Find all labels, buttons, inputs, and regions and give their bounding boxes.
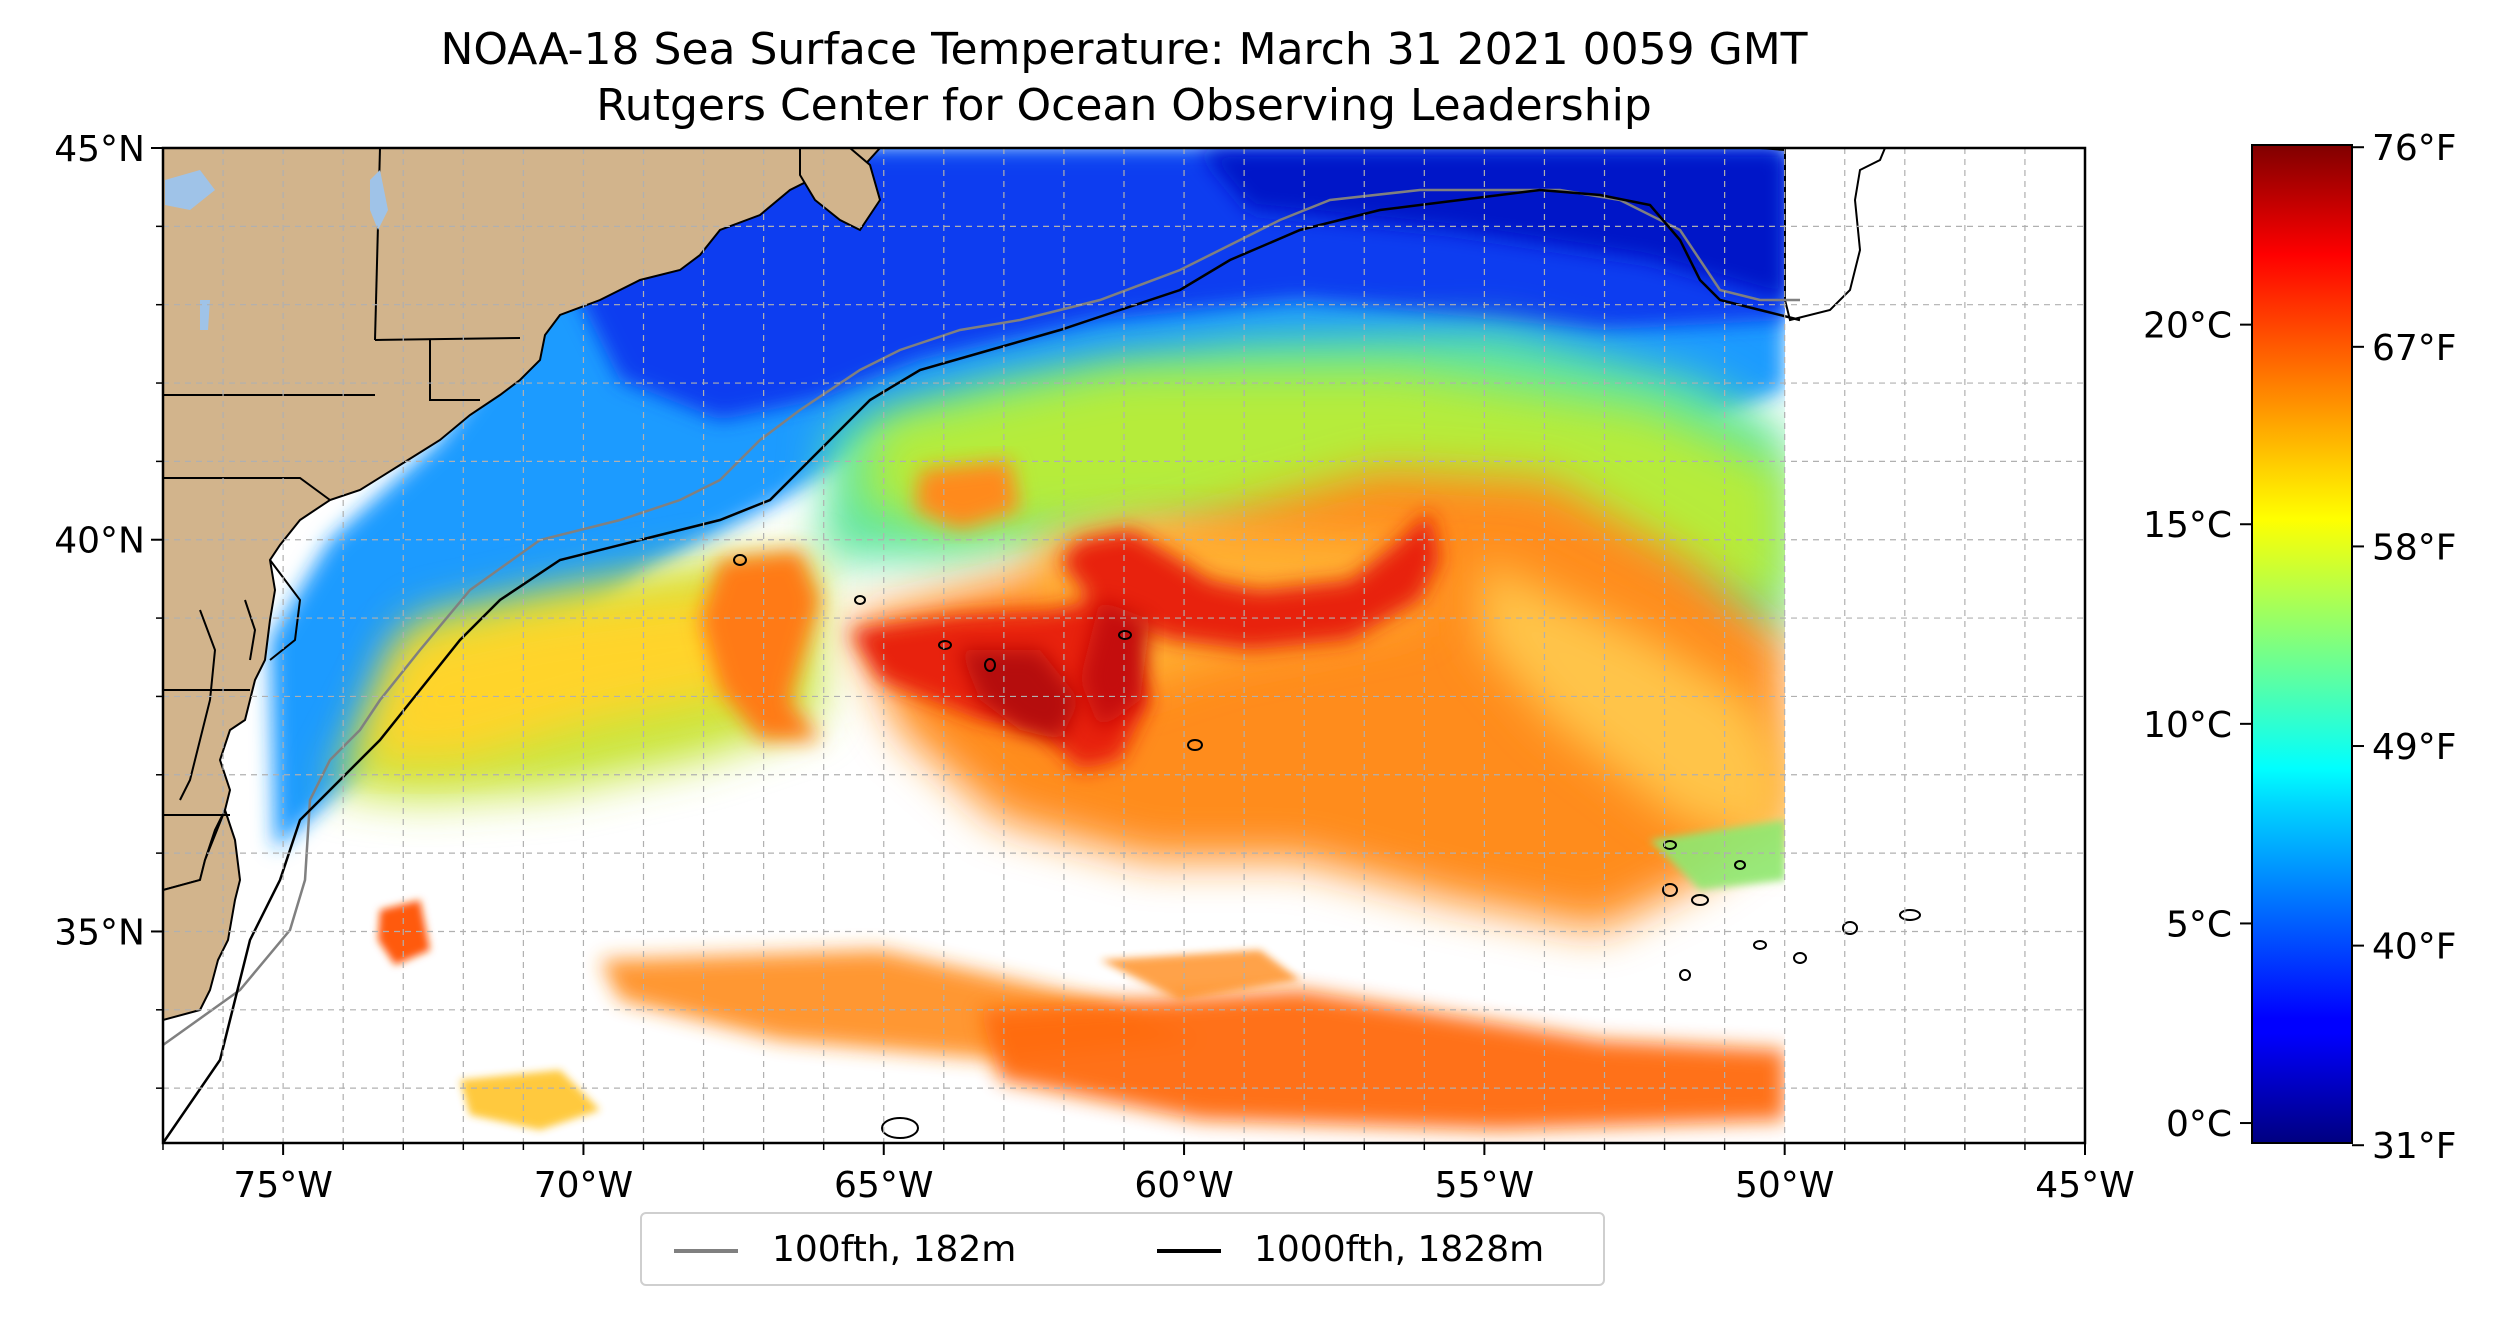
x-tick-label: 70°W: [534, 1165, 633, 1206]
y-tick-label: 40°N: [54, 521, 145, 562]
isobath-legend: 100fth, 182m 1000fth, 1828m: [640, 1212, 1605, 1286]
y-tick-label: 45°N: [54, 129, 145, 170]
x-tick-label: 60°W: [1134, 1165, 1233, 1206]
seamount-contours: [733, 554, 1921, 1139]
x-tick-label: 75°W: [233, 1165, 332, 1206]
no-data-region: [1785, 148, 2085, 1143]
legend-label-1000fth: 1000fth, 1828m: [1254, 1229, 1545, 1270]
gridlines: [163, 148, 2085, 1143]
legend-label-100fth: 100fth, 182m: [772, 1229, 1017, 1270]
x-tick-label: 50°W: [1735, 1165, 1834, 1206]
map-title: NOAA-18 Sea Surface Temperature: March 3…: [440, 24, 1808, 75]
legend-swatch-100fth: [674, 1249, 738, 1253]
x-tick-label: 45°W: [2035, 1165, 2134, 1206]
y-tick-label: 35°N: [54, 912, 145, 953]
legend-swatch-1000fth: [1157, 1249, 1221, 1253]
isobath-100fth: [163, 188, 1800, 1047]
x-tick-label: 55°W: [1435, 1165, 1534, 1206]
isobath-1000fth: [163, 188, 1801, 1143]
map-subtitle: Rutgers Center for Ocean Observing Leade…: [596, 80, 1652, 131]
map-axes: 75°W 70°W 65°W 60°W 55°W 50°W 45°W 45°N 40°N 35°N: [54, 129, 2134, 1206]
land-mass: [163, 148, 1887, 1022]
x-tick-label: 65°W: [834, 1165, 933, 1206]
